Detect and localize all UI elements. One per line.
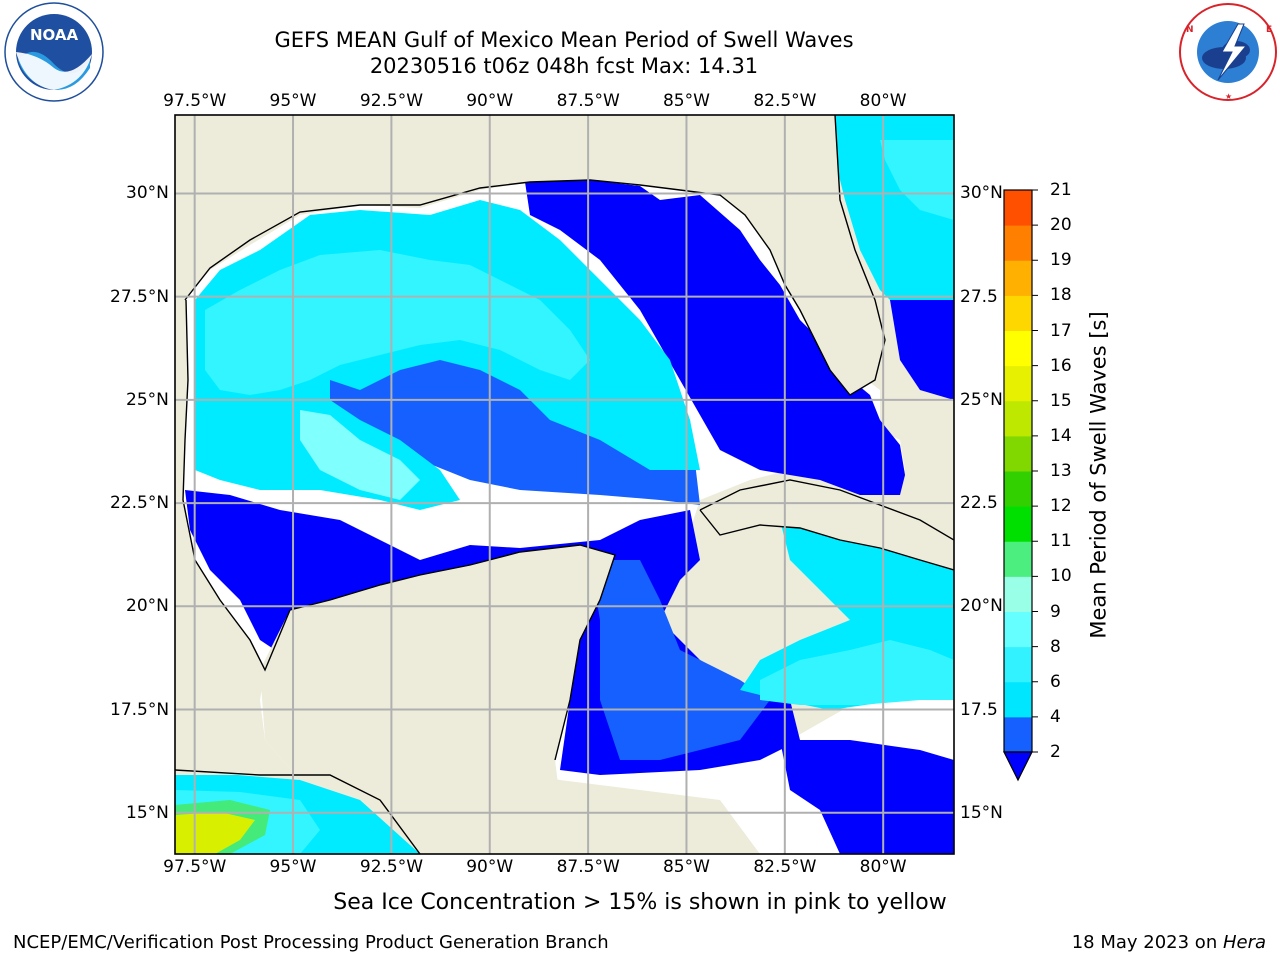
colorbar-tick-label: 16	[1050, 355, 1072, 376]
lon-tick-label: 87.5°W	[556, 857, 620, 877]
svg-text:E: E	[1266, 25, 1272, 35]
chart-subtitle: 20230516 t06z 048h fcst Max: 14.31	[369, 54, 759, 78]
lon-tick-label: 90°W	[466, 91, 514, 111]
colorbar-tick-label: 15	[1050, 390, 1072, 411]
lon-tick-label: 97.5°W	[163, 91, 227, 111]
map-frame	[174, 114, 955, 855]
colorbar-label: Mean Period of Swell Waves [s]	[1086, 311, 1111, 639]
run-date: 18 May 2023 on Hera	[1072, 932, 1266, 953]
colorbar-segment	[1004, 330, 1032, 367]
lat-tick-label: 25°N	[126, 389, 169, 410]
lat-tick-label: 22.5	[960, 493, 998, 514]
carib-6to8	[760, 640, 954, 705]
lon-tick-label: 95°W	[269, 91, 317, 111]
run-date-text: 18 May 2023 on	[1071, 932, 1223, 953]
colorbar-tick-label: 4	[1050, 706, 1061, 727]
colorbar-segment	[1004, 576, 1032, 612]
colorbar-tick-label: 6	[1050, 671, 1061, 692]
grid	[175, 115, 954, 854]
run-host: Hera	[1222, 932, 1266, 953]
colorbar-segment	[1004, 225, 1032, 261]
noaa-logo: NOAA	[4, 2, 104, 102]
land-florida	[640, 115, 885, 395]
lon-tick-label: 92.5°W	[359, 91, 424, 111]
lon-tick-label: 82.5°W	[753, 91, 817, 111]
land-yucatan	[260, 545, 760, 854]
colorbar-tick-label: 13	[1050, 461, 1072, 481]
nws-logo: N E ★	[1179, 3, 1277, 101]
lat-tick-label: 17.5°N	[110, 699, 170, 720]
lat-tick-label: 30°N	[960, 183, 1003, 204]
land-mexico-west	[175, 300, 300, 780]
lon-tick-label: 90°W	[466, 857, 514, 877]
lat-tick-label: 30°N	[126, 183, 169, 204]
colorbar-segment	[1004, 506, 1032, 542]
colorbar-tick-label: 21	[1050, 180, 1072, 200]
lat-tick-label: 27.5°N	[110, 286, 170, 307]
zone-6to8	[205, 250, 590, 395]
colorbar-tick-label: 11	[1050, 531, 1072, 552]
lat-tick-label: 15°N	[960, 802, 1003, 823]
lon-tick-label: 85°W	[662, 91, 710, 111]
land-north-coast	[175, 115, 640, 300]
colorbar-segment	[1004, 295, 1032, 331]
colorbar-segment	[1004, 471, 1032, 507]
lon-tick-label: 85°W	[662, 857, 710, 877]
colorbar-segment	[1004, 365, 1032, 402]
colorbar-tick-label: 20	[1050, 215, 1072, 236]
colorbar-segment	[1004, 400, 1032, 437]
carib-lt2	[780, 740, 954, 854]
credit-text: NCEP/EMC/Verification Post Processing Pr…	[13, 932, 609, 953]
chart-title: GEFS MEAN Gulf of Mexico Mean Period of …	[274, 28, 854, 52]
colorbar-tick-label: 8	[1050, 636, 1061, 657]
lon-tick-label: 82.5°W	[753, 857, 817, 877]
colorbar-segment	[1004, 435, 1032, 472]
svg-text:N: N	[1186, 25, 1194, 35]
lat-tick-label: 20°N	[960, 596, 1003, 617]
noaa-logo-text: NOAA	[30, 26, 79, 44]
svg-text:★: ★	[1225, 92, 1232, 101]
lat-tick-label: 25°N	[960, 389, 1003, 410]
colorbar-tick-label: 10	[1050, 566, 1072, 587]
colorbar-tick-label: 9	[1050, 601, 1061, 622]
colorbar-tick-label: 2	[1050, 742, 1061, 762]
colorbar-segment	[1004, 716, 1032, 753]
atlantic-6to8	[880, 140, 954, 220]
zone-lt2-east	[525, 180, 905, 495]
colorbar-segment	[1004, 190, 1032, 226]
lon-tick-label: 80°W	[859, 857, 907, 877]
colorbar-segment	[1004, 541, 1032, 577]
colorbar-tick-label: 19	[1050, 250, 1072, 271]
colorbar-segment	[1004, 611, 1032, 648]
lat-tick-label: 27.5	[960, 286, 998, 307]
colorbar-extend-min	[1003, 751, 1033, 782]
colorbar-segment	[1004, 646, 1032, 683]
lat-tick-label: 17.5	[960, 699, 998, 720]
lon-tick-label: 87.5°W	[556, 91, 620, 111]
lat-tick-label: 22.5°N	[110, 493, 170, 514]
lon-tick-label: 80°W	[859, 91, 907, 111]
sea-ice-caption: Sea Ice Concentration > 15% is shown in …	[333, 890, 947, 915]
colorbar-tick-label: 17	[1050, 320, 1072, 341]
lat-tick-label: 15°N	[126, 802, 169, 823]
lat-tick-label: 20°N	[126, 596, 169, 617]
colorbar-segment	[1004, 260, 1032, 296]
colorbar-segment	[1004, 681, 1032, 718]
colorbar-tick-label: 18	[1050, 285, 1072, 306]
lon-tick-label: 95°W	[269, 857, 317, 877]
lon-tick-label: 97.5°W	[163, 857, 227, 877]
colorbar-tick-label: 12	[1050, 496, 1072, 517]
atlantic-lt2	[890, 300, 954, 400]
zone-8to9	[300, 410, 420, 500]
lon-tick-label: 92.5°W	[359, 857, 424, 877]
colorbar-tick-label: 14	[1050, 425, 1072, 446]
